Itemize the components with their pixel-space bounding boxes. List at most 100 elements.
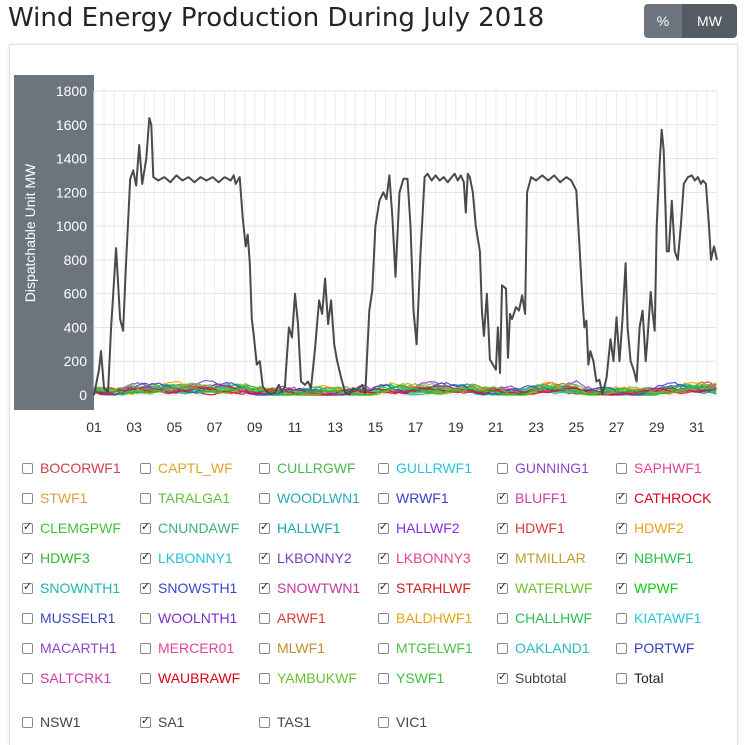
legend-checkbox[interactable] <box>140 714 151 728</box>
legend-item[interactable]: ARWF1 <box>259 609 326 627</box>
legend-checkbox[interactable] <box>378 612 389 624</box>
legend-item[interactable]: LKBONNY3 <box>378 549 471 567</box>
legend-item[interactable]: Total <box>616 669 664 687</box>
legend-item[interactable]: MLWF1 <box>259 639 325 657</box>
legend-item[interactable]: MUSSELR1 <box>22 609 115 627</box>
legend-checkbox[interactable] <box>140 492 151 504</box>
legend-checkbox[interactable] <box>616 580 627 594</box>
legend-item[interactable]: OAKLAND1 <box>497 639 590 657</box>
legend-checkbox[interactable] <box>22 612 33 624</box>
legend-item[interactable]: KIATAWF1 <box>616 609 701 627</box>
legend-checkbox[interactable] <box>140 672 151 684</box>
legend-item[interactable]: TAS1 <box>259 713 311 731</box>
legend-checkbox[interactable] <box>497 520 508 534</box>
legend-checkbox[interactable] <box>616 672 627 684</box>
mw-toggle-button[interactable]: MW <box>682 4 737 38</box>
legend-item[interactable]: SNOWNTH1 <box>22 579 120 597</box>
legend-item[interactable]: WPWF <box>616 579 678 597</box>
legend-item[interactable]: CULLRGWF <box>259 459 356 477</box>
legend-checkbox[interactable] <box>22 580 33 594</box>
legend-item[interactable]: CLEMGPWF <box>22 519 121 537</box>
legend-checkbox[interactable] <box>378 520 389 534</box>
legend-item[interactable]: LKBONNY2 <box>259 549 352 567</box>
legend-checkbox[interactable] <box>140 550 151 564</box>
legend-checkbox[interactable] <box>22 550 33 564</box>
legend-item[interactable]: HDWF3 <box>22 549 90 567</box>
legend-item[interactable]: CHALLHWF <box>497 609 592 627</box>
legend-item[interactable]: CATHROCK <box>616 489 712 507</box>
legend-checkbox[interactable] <box>616 520 627 534</box>
legend-checkbox[interactable] <box>616 550 627 564</box>
legend-checkbox[interactable] <box>378 492 389 504</box>
legend-item[interactable]: WOODLWN1 <box>259 489 360 507</box>
legend-item[interactable]: GULLRWF1 <box>378 459 472 477</box>
legend-checkbox[interactable] <box>497 670 508 684</box>
legend-checkbox[interactable] <box>140 612 151 624</box>
legend-item[interactable]: SALTCRK1 <box>22 669 111 687</box>
percent-toggle-button[interactable]: % <box>644 4 682 38</box>
legend-item[interactable]: SA1 <box>140 713 184 731</box>
legend-checkbox[interactable] <box>140 642 151 654</box>
legend-checkbox[interactable] <box>259 580 270 594</box>
legend-checkbox[interactable] <box>259 520 270 534</box>
legend-checkbox[interactable] <box>378 550 389 564</box>
legend-item[interactable]: BALDHWF1 <box>378 609 472 627</box>
legend-item[interactable]: NSW1 <box>22 713 80 731</box>
legend-checkbox[interactable] <box>140 462 151 474</box>
legend-item[interactable]: Subtotal <box>497 669 566 687</box>
legend-item[interactable]: MTGELWF1 <box>378 639 473 657</box>
legend-item[interactable]: VIC1 <box>378 713 427 731</box>
legend-item[interactable]: HDWF1 <box>497 519 565 537</box>
legend-checkbox[interactable] <box>497 642 508 654</box>
legend-checkbox[interactable] <box>22 462 33 474</box>
legend-checkbox[interactable] <box>259 642 270 654</box>
legend-item[interactable]: WRWF1 <box>378 489 449 507</box>
legend-checkbox[interactable] <box>22 672 33 684</box>
legend-checkbox[interactable] <box>22 492 33 504</box>
legend-checkbox[interactable] <box>22 642 33 654</box>
legend-item[interactable]: MTMILLAR <box>497 549 586 567</box>
legend-item[interactable]: WATERLWF <box>497 579 593 597</box>
legend-item[interactable]: YAMBUKWF <box>259 669 357 687</box>
legend-checkbox[interactable] <box>378 580 389 594</box>
legend-item[interactable]: WAUBRAWF <box>140 669 240 687</box>
legend-item[interactable]: WOOLNTH1 <box>140 609 237 627</box>
legend-checkbox[interactable] <box>497 580 508 594</box>
legend-item[interactable]: BOCORWF1 <box>22 459 121 477</box>
legend-item[interactable]: STWF1 <box>22 489 87 507</box>
legend-checkbox[interactable] <box>378 642 389 654</box>
legend-checkbox[interactable] <box>259 672 270 684</box>
legend-item[interactable]: SNOWSTH1 <box>140 579 237 597</box>
legend-checkbox[interactable] <box>378 716 389 728</box>
legend-checkbox[interactable] <box>22 716 33 728</box>
legend-item[interactable]: HALLWF2 <box>378 519 460 537</box>
legend-item[interactable]: NBHWF1 <box>616 549 693 567</box>
legend-checkbox[interactable] <box>616 642 627 654</box>
legend-checkbox[interactable] <box>259 612 270 624</box>
legend-item[interactable]: LKBONNY1 <box>140 549 233 567</box>
legend-item[interactable]: GUNNING1 <box>497 459 589 477</box>
legend-item[interactable]: BLUFF1 <box>497 489 567 507</box>
legend-item[interactable]: MERCER01 <box>140 639 234 657</box>
legend-item[interactable]: PORTWF <box>616 639 694 657</box>
legend-item[interactable]: STARHLWF <box>378 579 471 597</box>
legend-checkbox[interactable] <box>140 520 151 534</box>
legend-checkbox[interactable] <box>497 490 508 504</box>
legend-checkbox[interactable] <box>22 520 33 534</box>
legend-checkbox[interactable] <box>259 716 270 728</box>
legend-item[interactable]: HALLWF1 <box>259 519 341 537</box>
legend-checkbox[interactable] <box>259 492 270 504</box>
legend-checkbox[interactable] <box>497 612 508 624</box>
legend-checkbox[interactable] <box>378 462 389 474</box>
legend-checkbox[interactable] <box>378 672 389 684</box>
legend-item[interactable]: CNUNDAWF <box>140 519 239 537</box>
legend-checkbox[interactable] <box>616 490 627 504</box>
legend-item[interactable]: HDWF2 <box>616 519 684 537</box>
legend-item[interactable]: CAPTL_WF <box>140 459 233 477</box>
legend-checkbox[interactable] <box>259 462 270 474</box>
legend-checkbox[interactable] <box>259 550 270 564</box>
legend-item[interactable]: SAPHWF1 <box>616 459 702 477</box>
legend-checkbox[interactable] <box>616 462 627 474</box>
legend-checkbox[interactable] <box>497 550 508 564</box>
legend-item[interactable]: MACARTH1 <box>22 639 117 657</box>
